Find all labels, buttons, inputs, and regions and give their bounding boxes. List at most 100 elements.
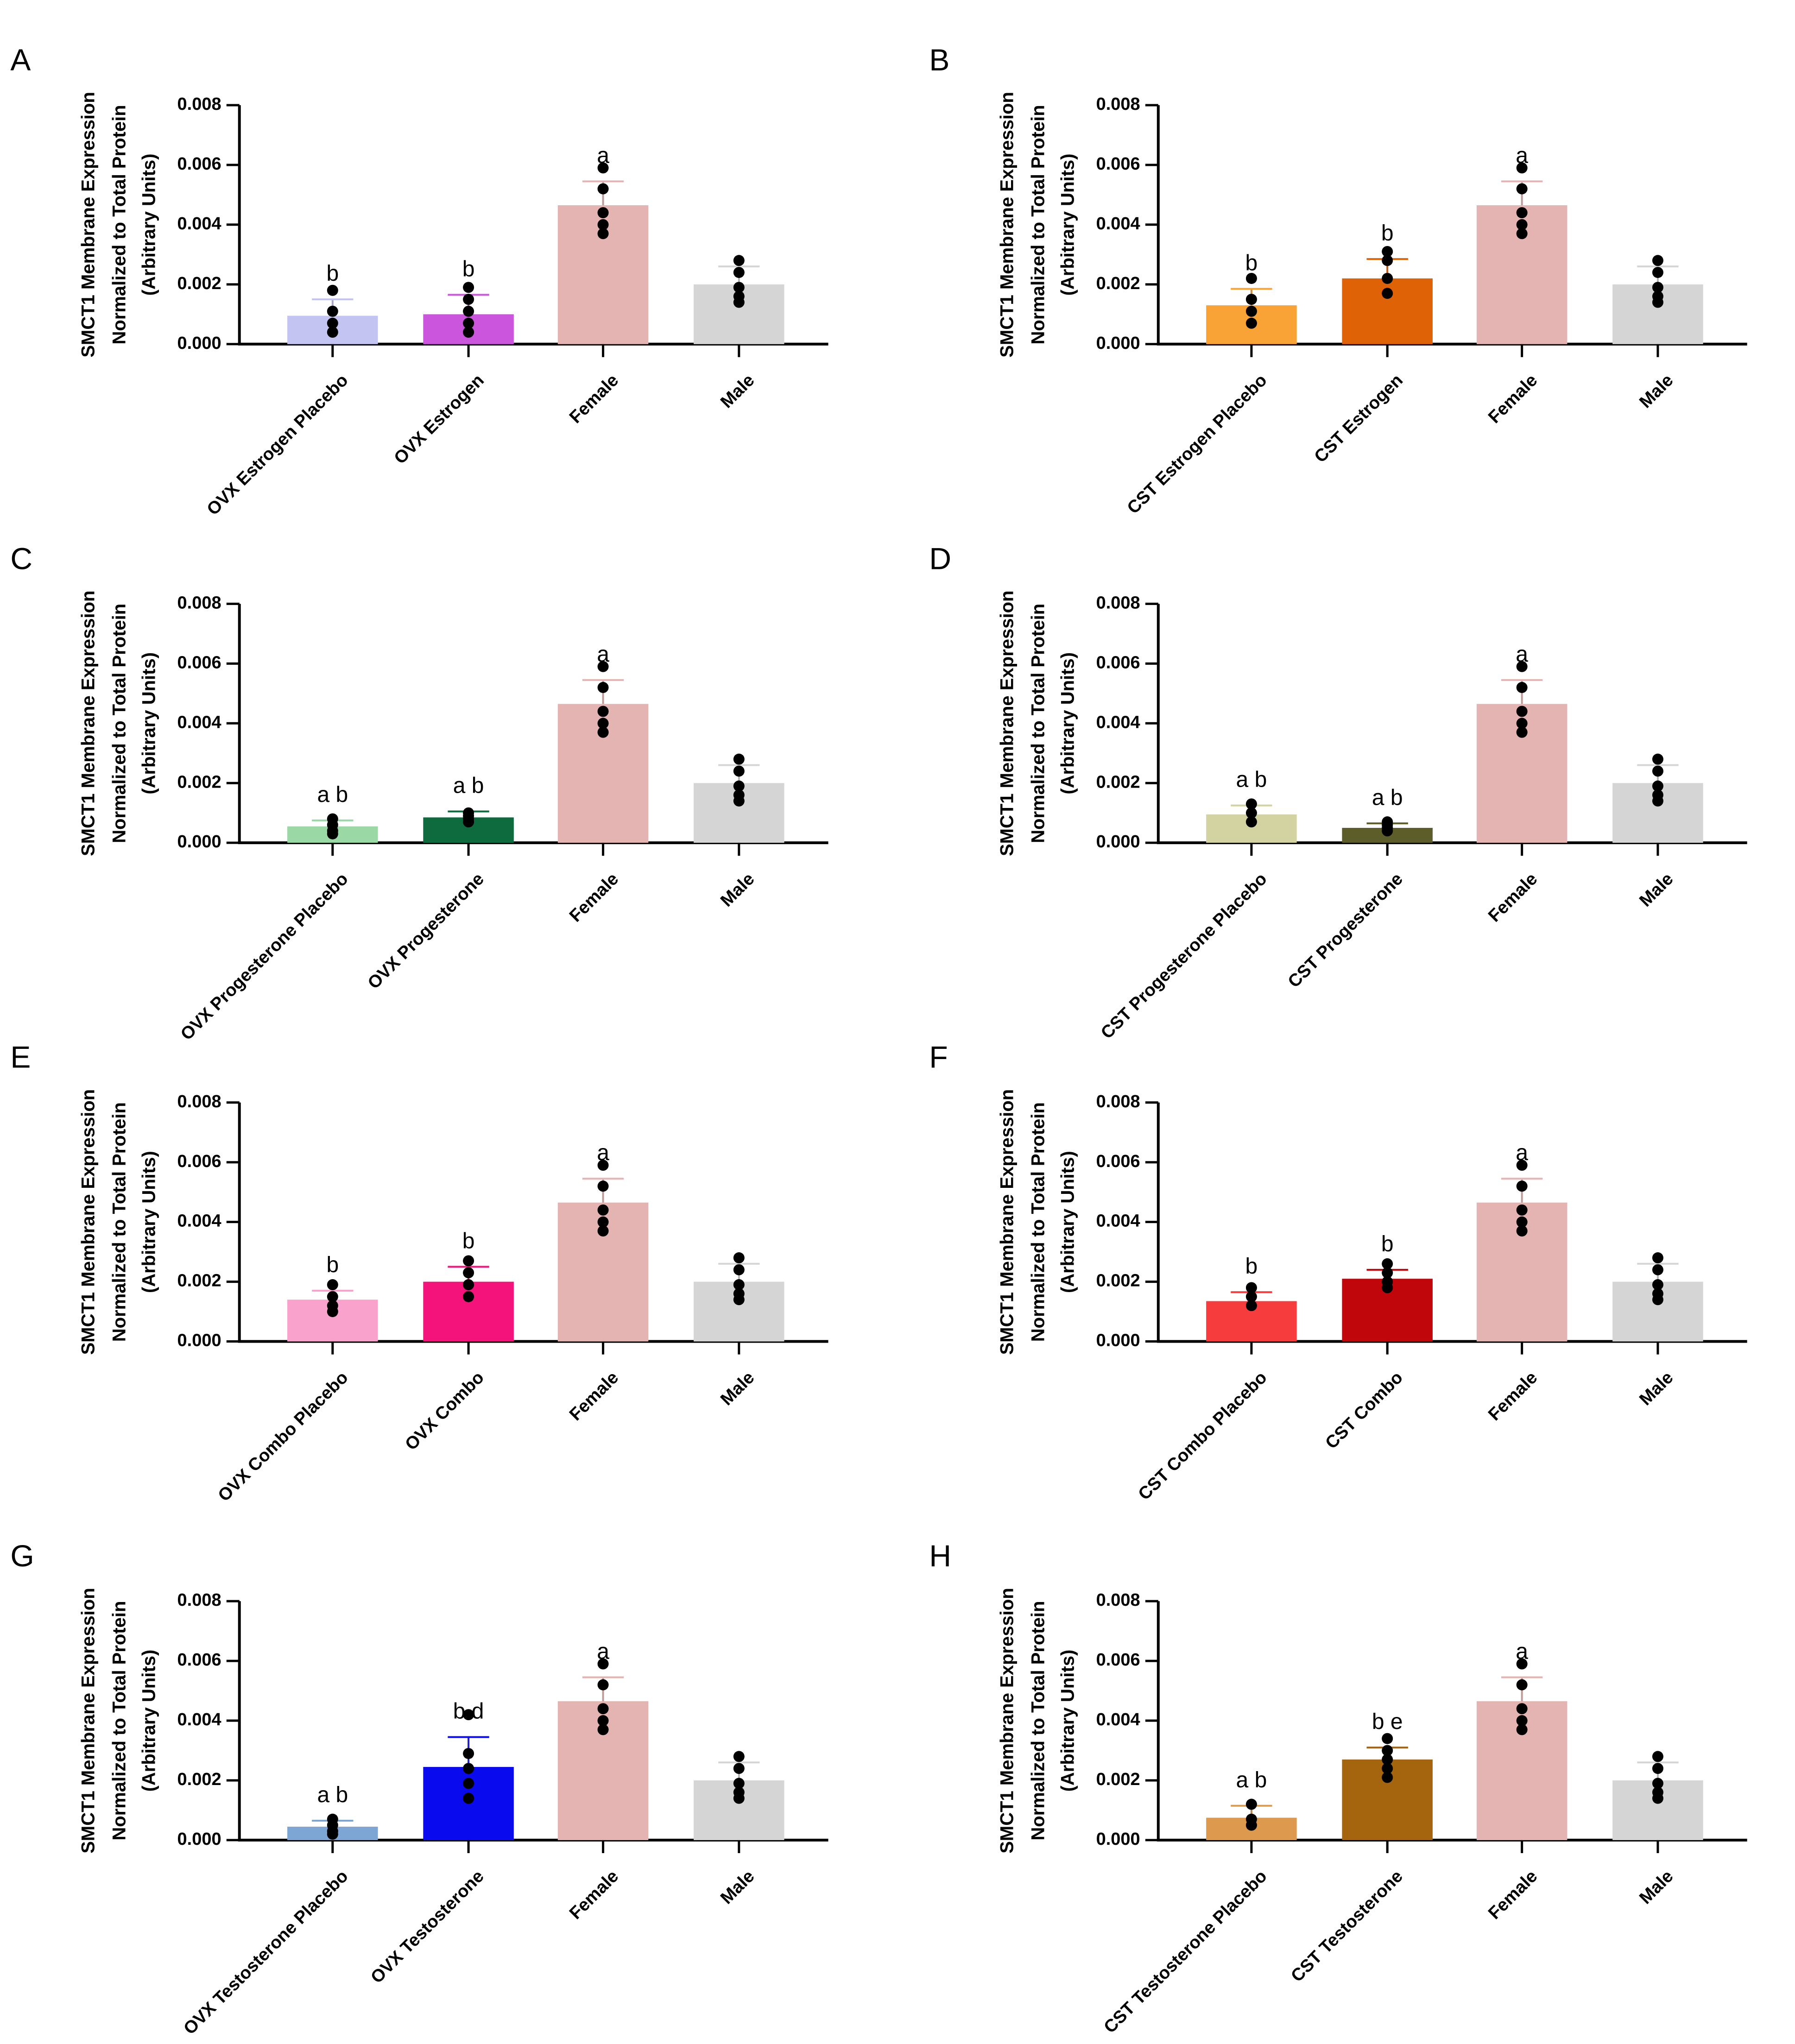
data-point (327, 1291, 338, 1302)
data-point (327, 1279, 338, 1291)
data-point (597, 718, 609, 729)
y-tick-label: 0.002 (1096, 772, 1140, 792)
data-point (327, 828, 338, 839)
x-category-label: Female (1485, 1368, 1541, 1425)
data-point (1516, 207, 1528, 219)
data-point (327, 327, 338, 338)
x-category-label: OVX Progesterone (364, 869, 488, 993)
data-point (597, 1724, 609, 1735)
data-point (463, 816, 474, 828)
data-point (733, 297, 745, 308)
data-point (1516, 1658, 1528, 1670)
data-point (1516, 661, 1528, 672)
data-point (463, 282, 474, 293)
data-point (1652, 297, 1663, 308)
x-category-label: OVX Progesterone Placebo (177, 869, 352, 1044)
x-category-label: Female (566, 1867, 622, 1923)
y-tick-label: 0.002 (1096, 1770, 1140, 1789)
data-point (1516, 228, 1528, 240)
chart-panel-a: A SMCT1 Membrane Expression Normalized to … (10, 43, 828, 519)
data-point (463, 294, 474, 305)
y-tick-label: 0.002 (1096, 1271, 1140, 1291)
y-tick-label: 0.006 (1096, 1650, 1140, 1670)
significance-label: a b (317, 782, 348, 807)
data-point (733, 1252, 745, 1264)
data-point (1245, 816, 1257, 828)
data-point (1516, 681, 1528, 693)
x-category-label: Male (717, 869, 758, 910)
data-point (597, 1658, 609, 1670)
data-point (463, 317, 474, 329)
y-tick-label: 0.004 (1096, 1710, 1140, 1729)
significance-label: b (1245, 251, 1258, 276)
data-point (1382, 1267, 1393, 1279)
x-category-label: Female (1485, 371, 1541, 427)
x-category-label: Male (717, 371, 758, 412)
data-point (1245, 1819, 1257, 1831)
data-point (463, 1255, 474, 1267)
data-point (1516, 1715, 1528, 1727)
data-point (1382, 1258, 1393, 1269)
y-axis-label-line: (Arbitrary Units) (139, 154, 159, 296)
y-tick-label: 0.008 (177, 1092, 221, 1111)
y-tick-label: 0.006 (1096, 1152, 1140, 1171)
y-tick-label: 0.000 (177, 1830, 221, 1849)
data-point (1382, 1282, 1393, 1293)
data-point (597, 228, 609, 240)
data-point (1652, 267, 1663, 278)
y-axis-label-line: Normalized to Total Protein (109, 105, 129, 344)
data-point (1652, 1252, 1663, 1264)
data-point (597, 219, 609, 230)
data-point (1245, 1282, 1257, 1293)
y-tick-label: 0.006 (177, 653, 221, 672)
y-axis-label-line: SMCT1 Membrane Expression (78, 92, 98, 358)
data-point (733, 1792, 745, 1804)
data-point (597, 1679, 609, 1691)
data-point (733, 282, 745, 293)
data-point (327, 305, 338, 317)
y-axis-label-line: Normalized to Total Protein (109, 1601, 129, 1841)
data-point (597, 162, 609, 174)
data-point (1516, 162, 1528, 174)
data-point (463, 1291, 474, 1302)
data-point (1382, 1733, 1393, 1744)
data-point (463, 327, 474, 338)
significance-label: a (597, 642, 609, 667)
data-point (597, 207, 609, 219)
significance-label: a b (453, 773, 484, 798)
x-category-label: Male (1636, 1368, 1677, 1409)
data-point (327, 284, 338, 296)
x-category-label: Male (717, 1867, 758, 1908)
y-tick-label: 0.008 (177, 95, 221, 114)
data-point (597, 1715, 609, 1727)
significance-label: b (1245, 1254, 1258, 1279)
data-point (597, 1204, 609, 1216)
significance-label: b e (1372, 1710, 1403, 1734)
chart-panel-d: D SMCT1 Membrane Expression Normalized to … (929, 541, 1747, 1043)
data-point (1516, 1225, 1528, 1237)
x-category-label: OVX Combo (401, 1368, 487, 1454)
data-point (1245, 1300, 1257, 1312)
data-point (1516, 706, 1528, 717)
panel-letter: D (929, 541, 951, 575)
x-category-label: Female (1485, 869, 1541, 926)
chart-panel-f: F SMCT1 Membrane Expression Normalized to … (929, 1040, 1747, 1504)
data-point (1516, 1180, 1528, 1192)
data-point (1245, 1798, 1257, 1810)
y-tick-label: 0.000 (177, 832, 221, 852)
data-point (1652, 765, 1663, 777)
y-tick-label: 0.006 (177, 1152, 221, 1171)
y-tick-label: 0.004 (177, 1211, 221, 1231)
significance-label: a (597, 1640, 609, 1664)
y-axis-label-line: (Arbitrary Units) (139, 1650, 159, 1792)
significance-label: b (462, 1229, 475, 1253)
y-tick-label: 0.004 (1096, 713, 1140, 732)
y-tick-label: 0.008 (177, 1590, 221, 1610)
significance-label: b (462, 257, 475, 281)
data-point (733, 1279, 745, 1291)
panel-letter: C (10, 541, 32, 575)
y-tick-label: 0.006 (177, 1650, 221, 1670)
x-category-label: Male (1636, 371, 1677, 412)
y-axis-label-line: SMCT1 Membrane Expression (997, 1089, 1017, 1355)
data-point (1516, 1724, 1528, 1735)
